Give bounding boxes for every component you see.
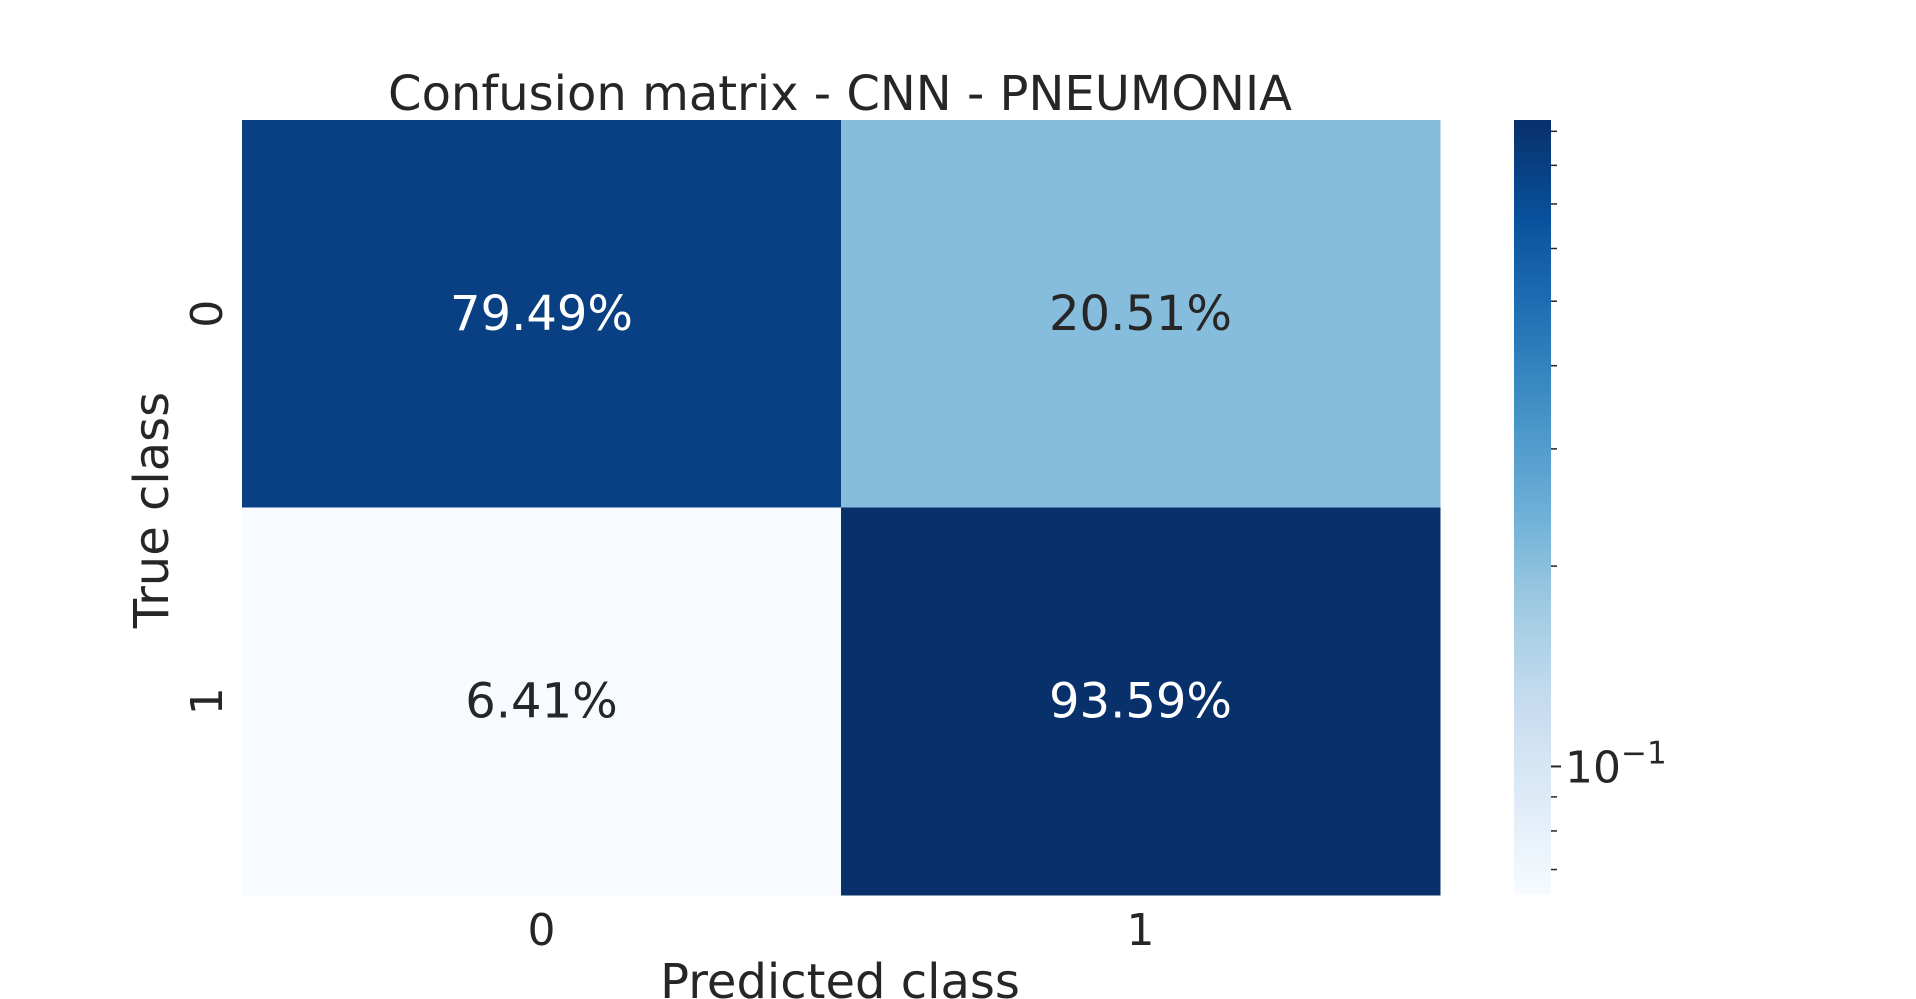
heatmap-cell — [242, 507, 842, 896]
cell-annotation: 6.41% — [465, 673, 617, 729]
colorbar-tick-exponent: −1 — [1621, 735, 1667, 771]
y-tick-label: 0 — [182, 300, 233, 328]
chart-title: Confusion matrix - CNN - PNEUMONIA — [388, 66, 1292, 122]
cell-annotation: 79.49% — [450, 286, 633, 342]
y-axis-label: True class — [124, 392, 180, 629]
heatmap-cell — [841, 120, 1441, 508]
y-tick-labels: 01 — [182, 300, 233, 716]
heatmap-cell — [841, 507, 1441, 896]
colorbar-ticks — [1551, 130, 1561, 871]
colorbar: 10−1 — [1514, 120, 1667, 895]
cell-annotation: 93.59% — [1049, 673, 1232, 729]
x-tick-label: 0 — [528, 905, 556, 956]
heatmap-cells — [242, 120, 1441, 896]
colorbar-gradient — [1514, 120, 1551, 895]
cell-annotation: 20.51% — [1049, 286, 1232, 342]
colorbar-tick-base: 10 — [1565, 742, 1621, 793]
heatmap-cell — [242, 120, 842, 508]
y-tick-label: 1 — [182, 687, 233, 715]
x-axis-label: Predicted class — [660, 954, 1020, 999]
colorbar-tick-label: 10−1 — [1565, 735, 1667, 793]
heatmap-annotations: 79.49% 20.51% 6.41% 93.59% — [450, 286, 1232, 730]
x-tick-label: 1 — [1127, 905, 1155, 956]
